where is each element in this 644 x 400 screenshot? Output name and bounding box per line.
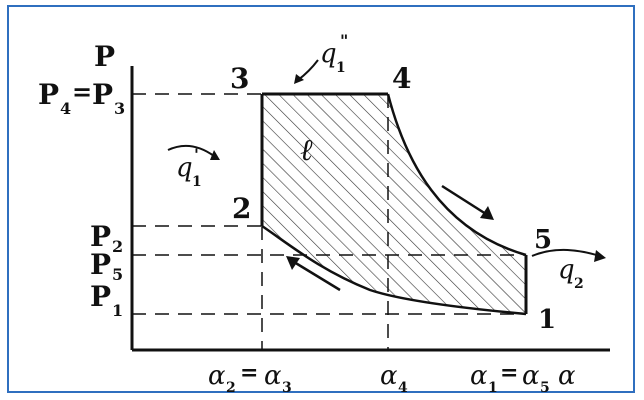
work-label: ℓ <box>300 133 313 168</box>
y-tick-p4-p3: P 4 = P 3 <box>38 77 125 118</box>
arrow-expansion <box>441 184 494 220</box>
point-label-3: 3 <box>230 62 249 95</box>
x-tick-a2-a3: α 2 = α 3 <box>208 360 292 396</box>
svg-text:P: P <box>90 280 111 313</box>
svg-text:q: q <box>558 255 575 285</box>
svg-text:q: q <box>320 39 337 69</box>
svg-text:': ' <box>194 145 199 164</box>
svg-text:q: q <box>176 153 193 183</box>
point-label-1: 1 <box>538 305 556 335</box>
svg-text:α: α <box>380 361 398 391</box>
svg-text:1: 1 <box>192 174 202 190</box>
svg-text:3: 3 <box>114 99 125 118</box>
svg-text:α: α <box>522 361 540 391</box>
svg-text:5: 5 <box>112 265 123 284</box>
point-label-2: 2 <box>232 192 251 225</box>
process-1-2 <box>261 224 527 316</box>
svg-text:=: = <box>72 77 92 106</box>
svg-text:4: 4 <box>60 99 71 118</box>
svg-text:2: 2 <box>574 276 584 292</box>
cycle-area <box>262 94 526 314</box>
arrow-q1-top <box>294 59 319 84</box>
heat-label-q2: q 2 <box>558 255 584 292</box>
svg-text:α: α <box>264 361 282 391</box>
svg-text:4: 4 <box>398 380 408 396</box>
arrow-q1-left <box>167 144 220 160</box>
heat-label-q1-top: q 1 " <box>320 31 348 76</box>
svg-text:": " <box>340 31 348 50</box>
svg-text:1: 1 <box>112 301 123 320</box>
svg-text:α: α <box>208 361 226 391</box>
frame-border <box>7 5 635 393</box>
process-4-5 <box>386 93 527 257</box>
svg-text:=: = <box>500 360 518 386</box>
svg-text:5: 5 <box>540 380 550 396</box>
svg-text:2: 2 <box>112 237 123 256</box>
svg-text:1: 1 <box>488 380 498 396</box>
svg-text:P: P <box>90 220 111 253</box>
x-tick-a1-a5: α 1 = α 5 <box>470 360 550 396</box>
x-tick-a4: α 4 <box>380 361 408 396</box>
y-tick-p5: P 5 <box>90 248 123 284</box>
x-axis-label: α <box>558 361 576 391</box>
svg-text:P: P <box>90 248 111 281</box>
svg-text:=: = <box>240 360 258 386</box>
point-label-5: 5 <box>534 225 552 255</box>
svg-text:P: P <box>38 78 59 111</box>
svg-text:2: 2 <box>226 380 236 396</box>
svg-text:3: 3 <box>282 380 292 396</box>
arrow-compression <box>286 256 341 292</box>
y-tick-p1: P 1 <box>90 280 123 320</box>
svg-text:α: α <box>470 361 488 391</box>
svg-text:1: 1 <box>336 60 346 76</box>
heat-label-q1-left: q 1 ' <box>176 145 202 190</box>
y-axis-label: P <box>94 40 115 73</box>
y-tick-p2: P 2 <box>90 220 123 256</box>
arrow-q2 <box>531 248 606 262</box>
svg-text:P: P <box>92 78 113 111</box>
point-label-4: 4 <box>392 62 411 95</box>
